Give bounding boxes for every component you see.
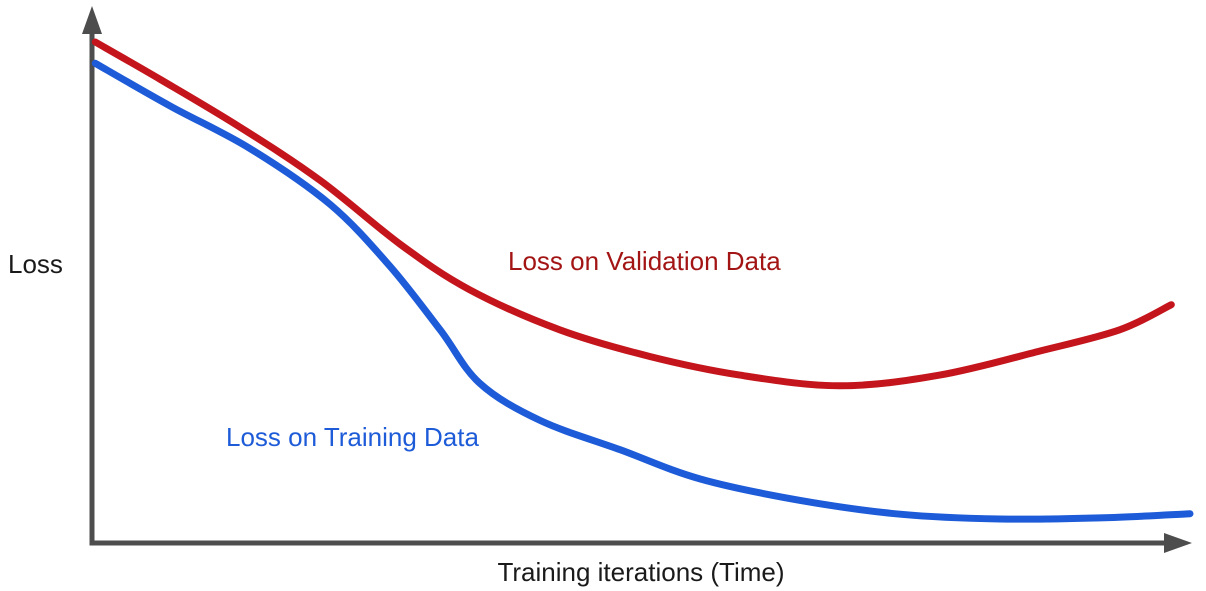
training-curve-label: Loss on Training Data — [226, 422, 479, 452]
validation-curve-label: Loss on Validation Data — [508, 246, 781, 276]
x-axis-label: Training iterations (Time) — [497, 557, 785, 587]
y-axis-label: Loss — [8, 249, 63, 279]
